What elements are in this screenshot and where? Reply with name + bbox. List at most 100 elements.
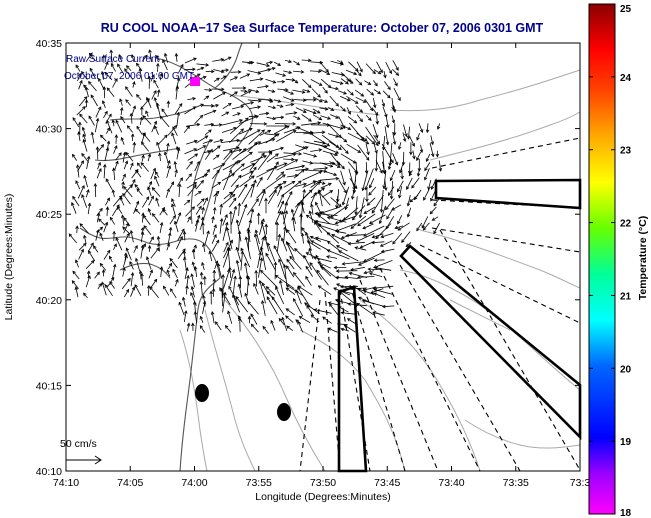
current-vector [194,190,202,197]
x-axis-label: Longitude (Degrees:Minutes) [255,491,390,503]
current-vector [312,114,322,121]
current-vector [328,141,342,150]
current-vector-head [257,129,261,133]
current-vector [247,142,258,153]
current-vector [265,133,278,136]
current-vector-head [142,115,147,119]
current-vector-head [79,223,84,227]
current-vector-head [372,311,377,315]
current-vector [127,125,133,133]
current-vector-head [309,262,313,266]
current-vector-head [237,70,242,74]
current-vector-head [246,73,251,77]
current-vector [350,215,367,229]
current-vector [86,156,90,170]
current-vector [104,72,113,81]
current-vector [373,292,386,299]
current-vector-head [72,270,76,275]
current-vector [348,61,359,72]
current-vector-head [186,125,191,130]
current-vector [174,161,177,170]
current-vector [432,216,439,221]
current-vector [256,177,263,187]
current-vector-head [182,250,187,254]
current-vector [130,113,133,124]
current-vector [393,105,396,113]
current-vector-head [71,280,76,284]
current-vector-head [430,141,434,146]
current-vector-head [116,206,121,210]
current-vector [142,115,152,125]
current-vector-head [316,110,321,114]
current-vector [109,217,116,225]
current-vector [349,178,358,189]
current-vector [349,122,365,141]
current-vector [191,286,195,298]
current-vector [120,107,123,115]
current-vector-head [261,152,265,157]
current-vector-head [134,208,139,213]
current-vector-head [166,242,171,247]
current-vector [130,287,135,297]
current-vector [321,266,332,277]
current-vector-head [202,243,206,247]
y-axis-label: Latitude (Degrees:Minutes) [3,194,15,321]
bathymetry-contour [299,329,406,472]
current-vector-head [86,189,90,193]
current-vector [373,260,393,269]
current-vector [385,114,389,128]
current-vector [315,202,322,215]
current-vector-head [163,285,167,290]
current-vector [354,89,364,97]
current-vector-head [101,281,105,286]
current-vector-head [277,183,282,187]
current-vector [307,240,321,250]
current-vector-head [368,272,373,276]
current-vector-head [132,178,136,183]
current-vector-head [280,115,285,120]
current-vector [203,295,206,307]
current-vector-head [158,152,162,157]
current-vector [346,143,361,153]
current-vector [338,90,347,95]
current-vector-head [394,225,399,230]
current-vector [417,168,420,177]
current-vector-head [193,148,198,152]
current-vector-head [179,235,183,240]
current-vector-head [111,189,116,193]
current-vector [424,168,430,181]
current-vector [112,264,116,279]
current-vector-head [104,71,109,76]
current-vector [322,122,344,129]
current-vector-head [240,104,245,109]
current-vector-head [278,185,283,190]
current-vector-head [83,234,87,239]
current-vector-head [379,169,383,174]
current-vector [151,90,157,100]
current-vector-head [123,217,127,221]
current-vector-head [146,96,150,101]
current-vector-head [387,86,391,91]
current-vector-head [176,77,181,82]
current-vector-head [126,125,131,129]
current-vector-head [117,63,121,68]
current-vector-head [261,236,265,241]
current-vector [373,89,381,95]
current-vector-head [342,181,346,186]
current-vector-head [324,107,329,111]
current-vector-head [294,159,299,163]
current-vector-head [193,244,197,249]
current-vector [309,211,314,224]
current-vector [103,86,106,99]
current-vector [142,213,144,223]
current-vector [302,160,313,164]
current-vector [171,132,177,145]
current-vector-head [315,254,319,259]
current-vector-head [105,206,110,210]
current-vector [225,325,232,333]
current-vector [369,272,383,278]
colorbar-tick-label: 24 [620,73,632,84]
current-vector-head [234,161,239,165]
current-vector-head [220,69,225,74]
current-vector [384,81,391,90]
